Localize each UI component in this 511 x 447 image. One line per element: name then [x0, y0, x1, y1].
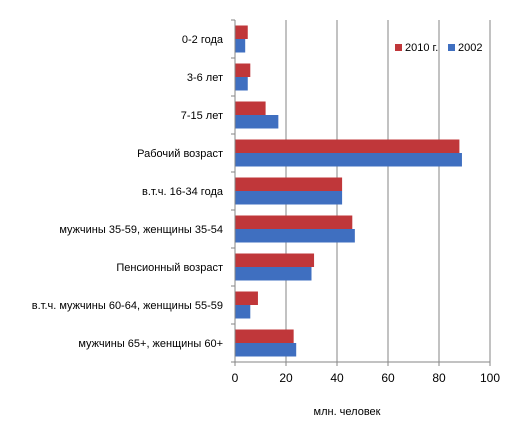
bar-2002-3 [235, 153, 462, 167]
category-label: 0-2 года [182, 34, 224, 46]
axes [231, 19, 491, 366]
legend-swatch-2002 [448, 44, 455, 51]
legend-label-2010: 2010 г. [405, 42, 438, 54]
bar-2010-7 [235, 291, 258, 305]
bar-2002-6 [235, 267, 312, 281]
category-label: Рабочий возраст [137, 148, 223, 160]
bar-2002-0 [235, 39, 246, 53]
legend: 2010 г. 2002 [395, 42, 482, 54]
bar-2010-0 [235, 25, 248, 39]
bar-2002-4 [235, 191, 343, 205]
bar-2010-2 [235, 101, 266, 115]
bar-2002-1 [235, 77, 248, 91]
category-labels: 0-2 года 3-6 лет 7-15 лет Рабочий возраст в.… [32, 34, 224, 350]
bar-2010-3 [235, 139, 460, 153]
bars [235, 25, 462, 357]
category-label: в.т.ч. мужчины 60-64, женщины 55-59 [32, 300, 223, 312]
x-tick-labels: 0 20 40 60 80 100 [232, 371, 501, 385]
category-label: мужчины 65+, женщины 60+ [78, 338, 223, 350]
bar-2010-1 [235, 63, 251, 77]
x-tick-label: 40 [330, 371, 344, 385]
grid-lines [285, 20, 491, 362]
category-label: 7-15 лет [181, 110, 223, 122]
legend-swatch-2010 [395, 44, 402, 51]
x-tick-label: 60 [381, 371, 395, 385]
bar-2010-6 [235, 253, 315, 267]
x-tick-label: 20 [279, 371, 293, 385]
x-tick-label: 0 [232, 371, 239, 385]
category-label: 3-6 лет [187, 72, 223, 84]
x-tick-label: 100 [480, 371, 500, 385]
bar-2002-5 [235, 229, 355, 243]
category-label: мужчины 35-59, женщины 35-54 [59, 224, 223, 236]
category-label: Пенсионный возраст [116, 262, 223, 274]
bar-2002-8 [235, 343, 297, 357]
bar-2010-4 [235, 177, 343, 191]
bar-2002-2 [235, 115, 279, 129]
bar-2010-8 [235, 329, 294, 343]
legend-label-2002: 2002 [458, 42, 482, 54]
bar-2010-5 [235, 215, 353, 229]
x-tick-label: 80 [432, 371, 446, 385]
bar-2002-7 [235, 305, 251, 319]
x-axis-title: млн. человек [314, 406, 381, 418]
category-label: в.т.ч. 16-34 года [142, 186, 224, 198]
